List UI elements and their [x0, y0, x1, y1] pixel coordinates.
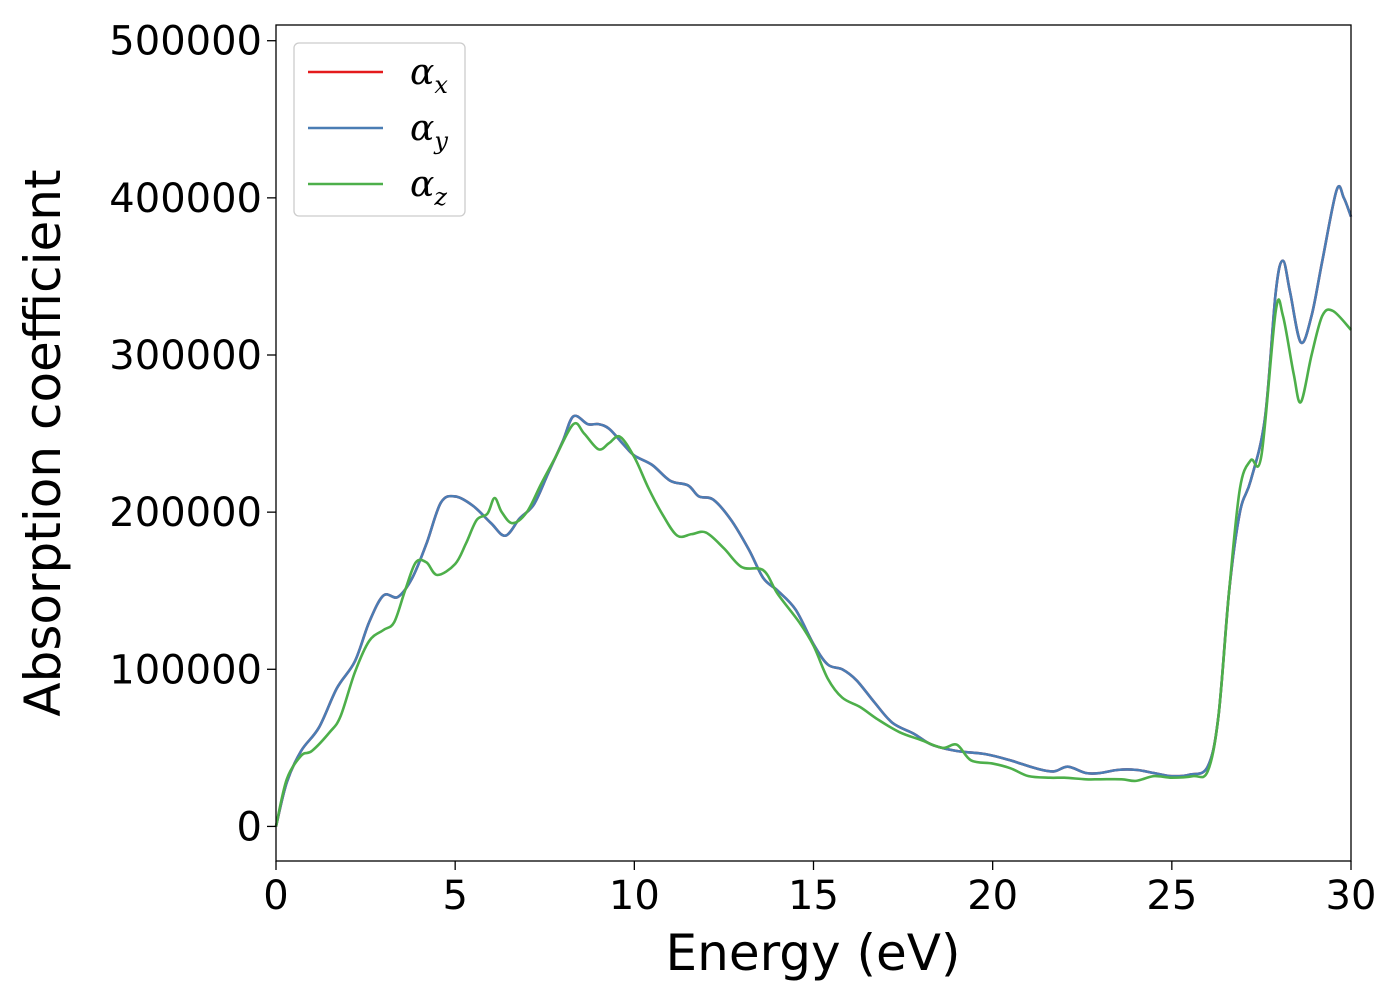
y-tick-label: 0	[237, 804, 262, 850]
x-axis-title: Energy (eV)	[666, 924, 961, 982]
x-tick-label: 5	[442, 873, 467, 919]
x-tick-label: 10	[609, 873, 660, 919]
y-tick-label: 500000	[109, 19, 262, 65]
x-tick-label: 20	[967, 873, 1018, 919]
y-tick-label: 300000	[109, 333, 262, 379]
x-tick-label: 25	[1146, 873, 1197, 919]
y-tick-label: 400000	[109, 176, 262, 222]
y-axis-title: Absorption coefficient	[14, 169, 72, 716]
y-axis: 0 100000 200000 300000 400000 500000	[109, 19, 276, 850]
series-line-z	[274, 298, 1352, 827]
series-layer	[274, 184, 1353, 827]
x-tick-label: 0	[263, 873, 288, 919]
x-axis: 0 5 10 15 20 25 30	[263, 861, 1376, 919]
y-tick-label: 200000	[109, 490, 262, 536]
x-tick-label: 15	[788, 873, 839, 919]
legend-box	[293, 42, 466, 217]
y-tick-label: 100000	[109, 647, 262, 693]
x-tick-label: 30	[1326, 873, 1377, 919]
